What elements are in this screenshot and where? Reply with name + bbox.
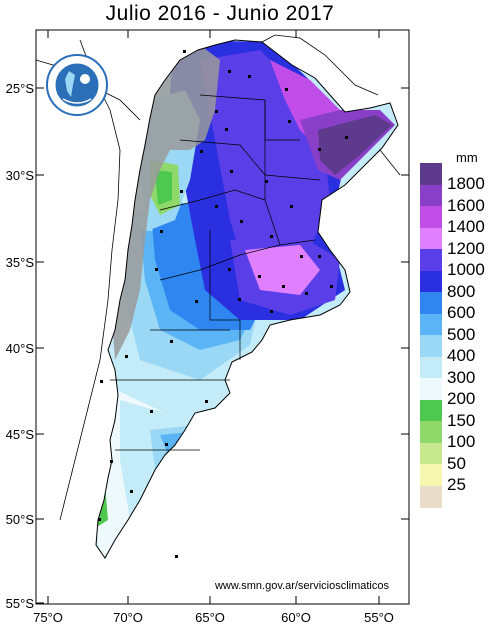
legend-item: 1000: [420, 249, 497, 279]
legend-item: 150: [420, 399, 497, 430]
lat-label-25: 25°S: [6, 81, 35, 96]
legend-label: 25: [447, 475, 466, 494]
lon-label-65: 65°O: [195, 610, 225, 625]
legend-item: 400: [420, 335, 497, 365]
legend-item: 200: [420, 378, 497, 408]
lat-label-30: 30°S: [6, 168, 35, 183]
legend-label: 100: [447, 432, 476, 451]
lat-label-35: 35°S: [6, 255, 35, 270]
smn-logo: [46, 54, 108, 116]
legend-item: 800: [420, 270, 497, 301]
legend-swatch: [420, 378, 442, 400]
latitude-axis: 25°S 30°S 35°S 40°S 45°S 50°S 55°S: [6, 81, 409, 611]
legend-swatch: [420, 313, 442, 336]
legend-swatch: [420, 421, 442, 443]
legend-item: 600: [420, 292, 497, 322]
legend-unit: mm: [456, 150, 478, 165]
legend-swatch: [420, 399, 442, 422]
legend-label: 200: [447, 389, 476, 408]
legend-label: 500: [447, 324, 476, 344]
lat-label-55: 55°S: [6, 596, 35, 611]
station-markers: [98, 50, 348, 558]
legend-label: 600: [447, 303, 476, 322]
legend-swatch: [420, 206, 442, 228]
map-title: Julio 2016 - Junio 2017: [105, 2, 335, 25]
legend-label: 400: [447, 346, 476, 365]
legend-swatch: [420, 249, 442, 271]
legend-item: 100: [420, 421, 497, 451]
legend-label: 50: [447, 453, 466, 473]
legend-swatch: [420, 292, 442, 314]
legend-swatch: [420, 442, 442, 465]
lon-label-75: 75°O: [33, 610, 63, 625]
legend-swatch: [420, 163, 442, 185]
legend-item: 1600: [420, 184, 497, 215]
legend-swatch: [420, 335, 442, 357]
legend-item: 1800: [420, 163, 497, 193]
legend-item: 500: [420, 313, 497, 344]
legend-item: 50: [420, 442, 497, 473]
legend-swatch: [420, 227, 442, 250]
legend-item: [420, 485, 497, 508]
legend-label: 150: [447, 410, 476, 430]
lat-label-40: 40°S: [6, 341, 35, 356]
lon-label-60: 60°O: [281, 610, 311, 625]
legend-swatch: [420, 270, 442, 293]
legend-label: 1000: [447, 260, 485, 279]
legend-label: 800: [447, 281, 476, 301]
legend-item: 1400: [420, 206, 497, 236]
legend-swatch: [420, 184, 442, 207]
legend-item: 1200: [420, 227, 497, 258]
legend-item: 25: [420, 464, 497, 494]
legend-label: 1200: [447, 238, 485, 258]
legend-label: 1800: [447, 174, 485, 193]
lon-label-55: 55°O: [364, 610, 394, 625]
lat-label-50: 50°S: [6, 512, 35, 527]
legend-label: 1600: [447, 195, 485, 215]
lon-label-70: 70°O: [113, 610, 143, 625]
legend-swatch: [420, 464, 442, 486]
longitude-axis: 75°O 70°O 65°O 60°O 55°O: [33, 30, 394, 625]
legend-label: 1400: [447, 217, 485, 236]
legend-item: 300: [420, 356, 497, 387]
legend-swatch: [420, 356, 442, 379]
legend-label: 300: [447, 367, 476, 387]
source-credit: www.smn.gov.ar/serviciosclimaticos: [214, 580, 390, 592]
province-borders: [110, 94, 321, 451]
lat-label-45: 45°S: [6, 427, 35, 442]
legend-swatch: [420, 485, 442, 508]
